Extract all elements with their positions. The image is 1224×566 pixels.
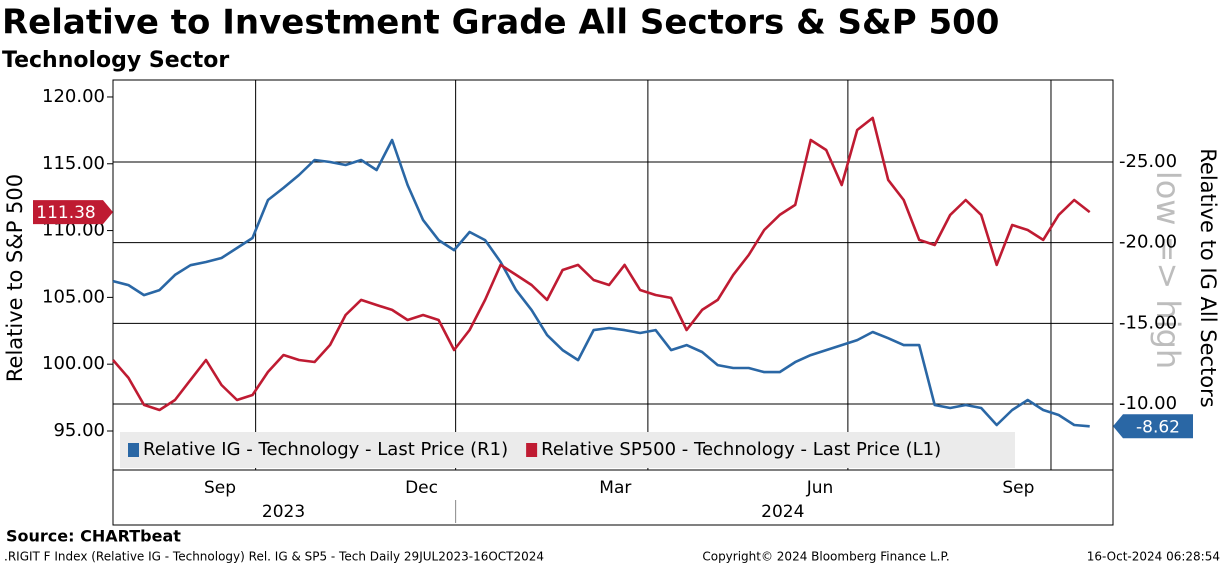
- y-tick-label: 110.00: [42, 220, 105, 241]
- x-tick-label: Sep: [204, 478, 236, 498]
- x-tick-label: Sep: [1002, 478, 1034, 498]
- footer-right: 16-Oct-2024 06:28:54: [1087, 550, 1220, 564]
- series-line: [112, 116, 1091, 412]
- y-axis-label: Relative to S&P 500: [3, 174, 27, 382]
- legend: [120, 432, 1015, 468]
- y2-axis-label: Relative to IG All Sectors: [1196, 148, 1220, 407]
- legend-label: Relative IG - Technology - Last Price (R…: [143, 439, 508, 460]
- plot-frame: [112, 79, 1114, 526]
- y2-tick-label: -15.00: [1119, 312, 1177, 333]
- chart-subtitle: Technology Sector: [2, 48, 229, 73]
- x-tick-label: Jun: [806, 478, 834, 498]
- y-tick-label: 100.00: [42, 353, 105, 374]
- footer-center: Copyright© 2024 Bloomberg Finance L.P.: [702, 550, 949, 564]
- last-value-label: 111.38: [36, 203, 95, 223]
- year-label: 2023: [262, 502, 305, 522]
- legend-swatch: [128, 443, 139, 457]
- x-tick-label: Mar: [599, 478, 631, 498]
- y-tick-label: 105.00: [42, 286, 105, 307]
- y2-tick-label: -10.00: [1119, 393, 1177, 414]
- legend-label: Relative SP500 - Technology - Last Price…: [541, 439, 941, 460]
- axis-annotation: low => high: [1149, 171, 1187, 369]
- footer-left: .RIGIT F Index (Relative IG - Technology…: [4, 550, 544, 564]
- year-label: 2024: [761, 502, 804, 522]
- series-line: [112, 138, 1090, 428]
- legend-swatch: [526, 443, 538, 457]
- y2-tick-label: -25.00: [1119, 151, 1177, 172]
- y-tick-label: 115.00: [42, 153, 105, 174]
- x-tick-label: Dec: [405, 478, 438, 498]
- y2-tick-label: -20.00: [1119, 232, 1177, 253]
- y-tick-label: 95.00: [53, 420, 105, 441]
- y-tick-label: 120.00: [42, 86, 105, 107]
- last-value-tag: [1113, 414, 1193, 439]
- chart-title: Relative to Investment Grade All Sectors…: [2, 3, 999, 43]
- source: Source: CHARTbeat: [6, 527, 181, 546]
- last-value-tag: [33, 200, 113, 225]
- last-value-label: -8.62: [1136, 417, 1180, 437]
